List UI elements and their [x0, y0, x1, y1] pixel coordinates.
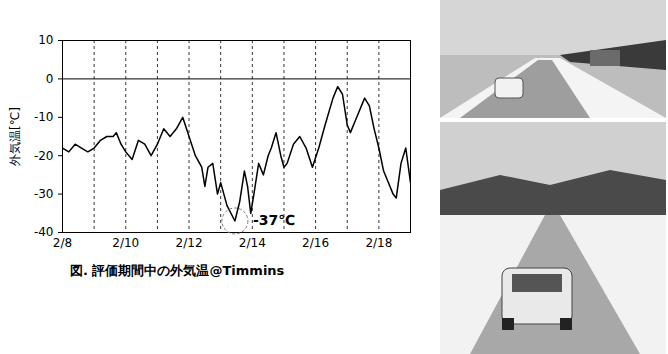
- svg-text:2/16: 2/16: [302, 236, 329, 250]
- svg-text:外気温[℃]: 外気温[℃]: [8, 107, 22, 166]
- svg-text:-30: -30: [34, 187, 54, 201]
- svg-text:-20: -20: [34, 149, 54, 163]
- svg-text:2/14: 2/14: [239, 236, 266, 250]
- html-text:図. 評価期間中の外気温@Timmins: 図. 評価期間中の外気温@Timmins: [70, 263, 285, 278]
- svg-text:-10: -10: [34, 110, 54, 124]
- svg-text:-40: -40: [34, 225, 54, 239]
- svg-text:2/8: 2/8: [53, 236, 72, 250]
- svg-text:-37℃: -37℃: [253, 212, 295, 228]
- svg-text:0: 0: [46, 72, 54, 86]
- svg-text:2/10: 2/10: [112, 236, 139, 250]
- svg-text:2/18: 2/18: [365, 236, 392, 250]
- svg-text:2/12: 2/12: [176, 236, 203, 250]
- svg-text:10: 10: [38, 33, 53, 47]
